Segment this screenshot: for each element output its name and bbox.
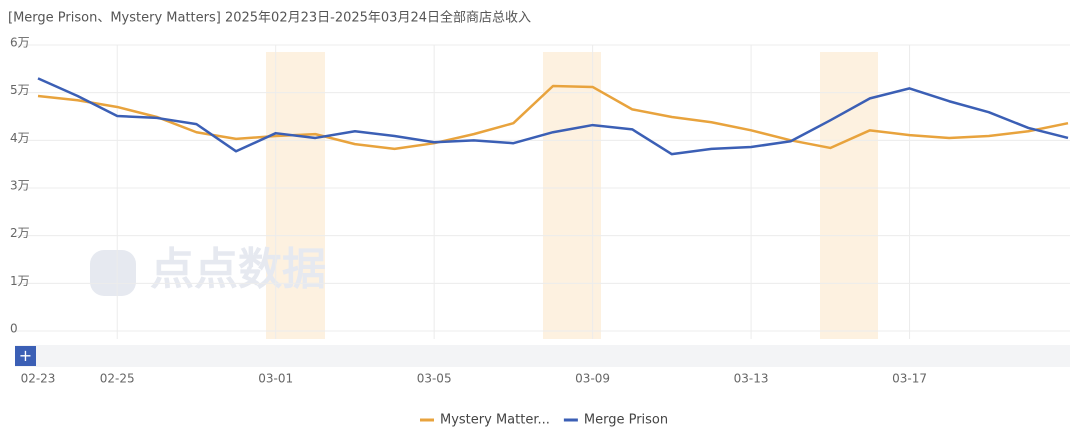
legend-label: Mystery Matter... bbox=[440, 413, 550, 428]
zoom-button[interactable] bbox=[15, 346, 36, 366]
y-tick-label: 4万 bbox=[10, 131, 30, 145]
x-tick-label: 03-13 bbox=[734, 372, 769, 386]
y-tick-label: 5万 bbox=[10, 83, 30, 97]
x-tick-label: 02-23 bbox=[21, 372, 56, 386]
x-tick-label: 03-05 bbox=[417, 372, 452, 386]
highlight-band bbox=[820, 52, 878, 339]
y-tick-label: 2万 bbox=[10, 226, 30, 240]
x-tick-label: 02-25 bbox=[100, 372, 135, 386]
y-tick-label: 3万 bbox=[10, 179, 30, 193]
highlight-band bbox=[543, 52, 601, 339]
y-tick-label: 0 bbox=[10, 322, 18, 336]
plus-icon: + bbox=[19, 346, 32, 365]
plot-area: 0 1万 2万 3万 4万 5万 6万 02-23 02-25 03-01 03-05 03-09 03… bbox=[10, 36, 1070, 428]
series-line bbox=[37, 77, 1069, 156]
zoom-slider[interactable] bbox=[15, 345, 1070, 367]
highlight-band bbox=[266, 52, 325, 339]
x-tick-label: 03-01 bbox=[258, 372, 293, 386]
chart-title: [Merge Prison、Mystery Matters] 2025年02月2… bbox=[8, 10, 531, 26]
x-tick-label: 03-09 bbox=[575, 372, 610, 386]
watermark: 点点数据 bbox=[150, 244, 326, 295]
y-tick-label: 6万 bbox=[10, 36, 30, 50]
watermark-logo bbox=[90, 250, 136, 296]
x-tick-label: 03-17 bbox=[892, 372, 927, 386]
legend-label: Merge Prison bbox=[584, 413, 668, 428]
y-tick-label: 1万 bbox=[10, 274, 30, 288]
